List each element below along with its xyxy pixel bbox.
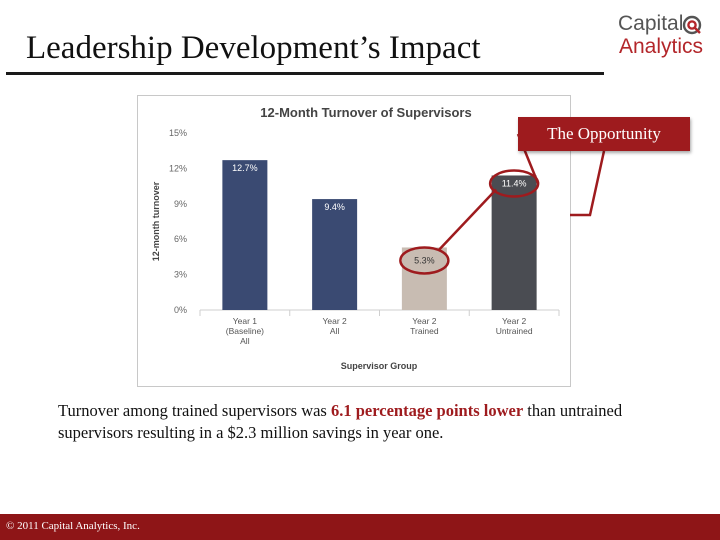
y-tick-label: 3%	[174, 270, 187, 280]
bar-3	[401, 247, 447, 310]
bar-value-label: 9.4%	[324, 202, 345, 212]
x-tick-label: (Baseline)	[226, 326, 264, 336]
chart-title: 12-Month Turnover of Supervisors	[260, 105, 471, 120]
summary-part2: than untrained supervisors resulting in …	[58, 401, 623, 442]
summary-highlight: 6.1 percentage points lower	[330, 401, 524, 420]
connector-line	[570, 150, 606, 217]
y-axis-label: 12-month turnover	[151, 181, 161, 261]
bar-1	[222, 160, 268, 310]
logo-swirl-icon	[682, 15, 702, 35]
y-tick-label: 15%	[169, 128, 187, 138]
y-tick-label: 12%	[169, 163, 187, 173]
y-tick-label: 6%	[174, 234, 187, 244]
summary-text: Turnover among trained supervisors was 6…	[58, 400, 658, 444]
logo-line-analytics: Analytics	[619, 35, 704, 58]
x-tick-label: Year 2	[412, 316, 437, 326]
highlight-ellipse	[399, 246, 450, 275]
title-underline	[6, 72, 604, 75]
bar-2	[312, 199, 358, 310]
bar-4	[491, 175, 537, 310]
highlight-ellipse	[488, 169, 540, 198]
footer-bar: © 2011 Capital Analytics, Inc.	[0, 514, 720, 540]
y-tick-label: 0%	[174, 305, 187, 315]
x-axis-label: Supervisor Group	[341, 361, 418, 371]
x-tick-label: Year 2	[502, 316, 527, 326]
slide-title: Leadership Development’s Impact	[26, 30, 481, 66]
x-tick-label: All	[240, 336, 250, 346]
logo-line-capital: Capital	[618, 12, 684, 35]
capital-analytics-logo: Capital Analytics	[618, 12, 710, 58]
x-tick-label: Year 1	[233, 316, 258, 326]
bar-value-label: 11.4%	[502, 178, 527, 188]
bar-value-label: 12.7%	[232, 163, 258, 173]
x-tick-label: Year 2	[322, 316, 347, 326]
summary-part1: Turnover among trained supervisors was	[58, 401, 331, 420]
x-tick-label: All	[330, 326, 340, 336]
opportunity-callout: The Opportunity	[518, 117, 690, 151]
connector-line	[437, 188, 498, 252]
x-tick-label: Trained	[410, 326, 439, 336]
bar-value-label: 5.3%	[414, 255, 435, 265]
y-tick-label: 9%	[174, 199, 187, 209]
x-tick-label: Untrained	[496, 326, 533, 336]
footer-copyright: © 2011 Capital Analytics, Inc.	[6, 520, 140, 532]
turnover-bar-chart: 12-Month Turnover of Supervisors 12-month…	[151, 105, 560, 371]
